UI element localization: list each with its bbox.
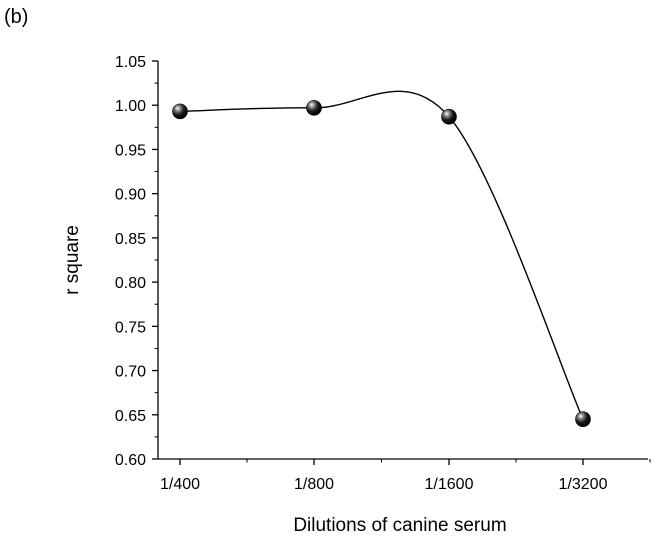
x-tick-label: 1/800 [294,476,334,493]
y-axis-title: r square [62,225,83,295]
y-tick-label: 0.60 [115,452,146,469]
data-point [441,108,457,125]
data-point [306,100,322,116]
data-point [575,411,591,428]
x-tick-label: 1/400 [160,476,200,493]
y-tick-label: 0.80 [115,275,146,292]
axes: 0.60 0.65 0.70 0.75 0.80 0.85 0.90 0.95 1.00 1.05… [62,54,651,536]
y-tick-label: 0.90 [115,187,146,204]
x-axis-title: Dilutions of canine serum [293,515,506,536]
plot-area [172,90,591,428]
panel-label: (b) [4,6,29,28]
y-tick-label: 0.95 [115,142,146,159]
y-tick-label: 1.05 [115,54,146,71]
y-tick-label: 1.00 [115,98,146,115]
series-line [179,90,584,420]
x-tick-label: 1/1600 [425,476,474,493]
x-tick-label: 1/3200 [559,476,608,493]
y-tick-label: 0.65 [115,408,146,425]
y-tick-label: 0.85 [115,231,146,248]
y-tick-label: 0.75 [115,319,146,336]
data-point [172,103,188,120]
y-tick-label: 0.70 [115,364,146,381]
